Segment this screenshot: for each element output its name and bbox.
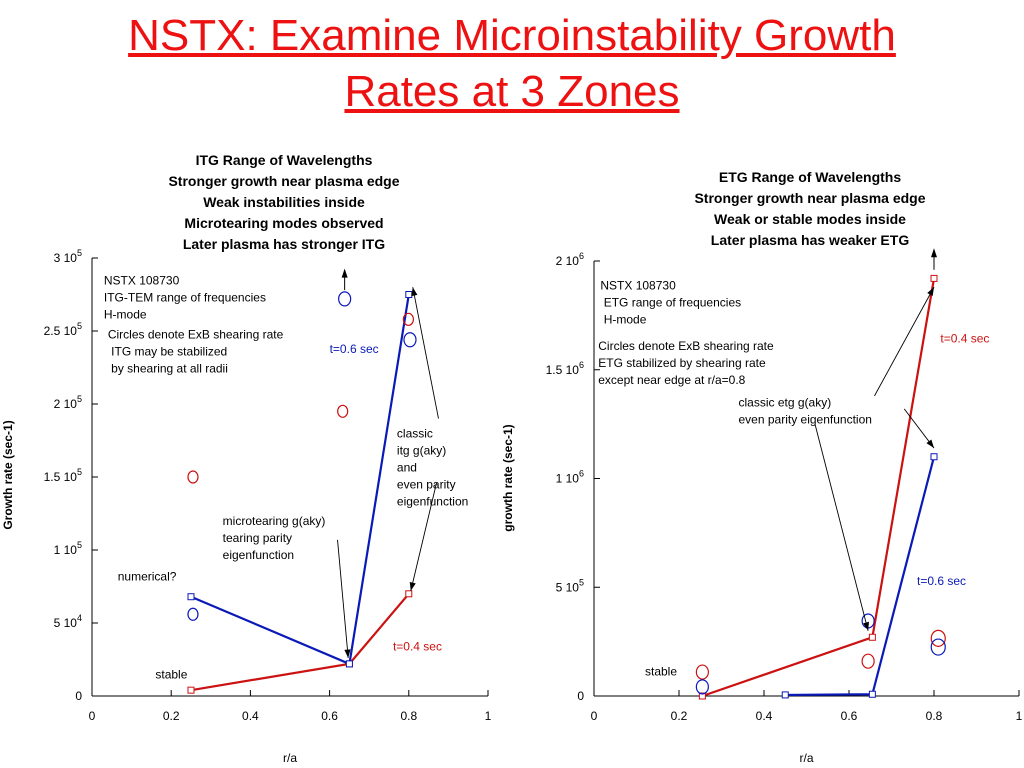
data-point-red bbox=[869, 634, 875, 640]
x-tick-label: 1 bbox=[485, 709, 492, 723]
x-tick-label: 0.2 bbox=[163, 709, 180, 723]
shearing-rate-circle-red bbox=[931, 630, 945, 646]
y-tick-label: 5 104 bbox=[54, 613, 82, 630]
offscale-arrowhead bbox=[931, 248, 937, 257]
chart-annotation: NSTX 108730 ITG-TEM range of frequencies H… bbox=[104, 273, 266, 321]
annotation-arrowhead bbox=[410, 582, 416, 591]
annotation-arrowhead bbox=[411, 287, 417, 296]
chart-annotation: t=0.6 sec bbox=[330, 342, 379, 356]
y-tick-label: 5 105 bbox=[556, 577, 584, 594]
x-tick-label: 0 bbox=[89, 709, 96, 723]
itg-growth-rate-chart: 0 0.2 0.4 0.6 0.8 1 0 5 104 1 105 1.5 105 2 105 2.5… bbox=[1, 248, 492, 765]
x-tick-label: 0.6 bbox=[841, 709, 858, 723]
shearing-rate-circle-blue bbox=[339, 292, 351, 306]
chart-annotation: microtearing g(aky) tearing parity eigenfu… bbox=[223, 514, 326, 562]
x-tick-label: 0.4 bbox=[756, 709, 773, 723]
chart-annotation: t=0.4 sec bbox=[393, 640, 442, 654]
data-point-blue bbox=[346, 661, 352, 667]
y-tick-label: 0 bbox=[577, 689, 584, 703]
x-axis-label: r/a bbox=[283, 751, 297, 765]
chart-annotation: NSTX 108730 ETG range of frequencies H-m… bbox=[600, 278, 741, 326]
y-axis-label: growth rate (sec-1) bbox=[501, 424, 515, 531]
y-axis-label: Growth rate (sec-1) bbox=[1, 420, 15, 529]
y-tick-label: 1.5 106 bbox=[546, 360, 584, 377]
data-point-red bbox=[406, 591, 412, 597]
y-tick-label: 1 105 bbox=[54, 540, 82, 557]
shearing-rate-circle-red bbox=[862, 654, 874, 668]
chart-annotation: classic etg g(aky) even parity eigenfunct… bbox=[739, 396, 872, 427]
data-point-red bbox=[188, 687, 194, 693]
shearing-rate-circle-blue bbox=[931, 639, 945, 655]
y-tick-label: 3 105 bbox=[54, 248, 82, 265]
x-tick-label: 1 bbox=[1016, 709, 1023, 723]
x-tick-label: 0.8 bbox=[926, 709, 943, 723]
y-tick-label: 1 106 bbox=[556, 469, 584, 486]
shearing-rate-circle-blue bbox=[696, 680, 708, 694]
annotation-arrow bbox=[875, 287, 935, 396]
data-point-blue bbox=[869, 691, 875, 697]
x-tick-label: 0.6 bbox=[321, 709, 338, 723]
x-tick-label: 0.4 bbox=[242, 709, 259, 723]
y-tick-label: 2 106 bbox=[556, 251, 584, 268]
y-tick-label: 0 bbox=[75, 689, 82, 703]
chart-annotation: stable bbox=[155, 667, 187, 681]
offscale-arrowhead bbox=[342, 269, 348, 278]
data-point-red bbox=[931, 275, 937, 281]
shearing-rate-circle-red bbox=[696, 665, 708, 679]
etg-growth-rate-chart: 0 0.2 0.4 0.6 0.8 1 0 5 105 1 106 1.5 106 2 106 r/a… bbox=[501, 248, 1023, 765]
chart-annotation: t=0.4 sec bbox=[940, 332, 989, 346]
annotation-arrow bbox=[815, 424, 868, 631]
shearing-rate-circle-blue bbox=[404, 333, 416, 347]
annotation-arrowhead bbox=[927, 287, 934, 296]
charts-canvas: 0 0.2 0.4 0.6 0.8 1 0 5 104 1 105 1.5 105 2 105 2.5… bbox=[0, 0, 1024, 768]
annotation-arrow bbox=[338, 540, 349, 658]
annotation-arrow bbox=[413, 287, 439, 418]
annotation-arrowhead bbox=[926, 439, 934, 448]
y-tick-label: 2.5 105 bbox=[44, 321, 82, 338]
chart-annotation: stable bbox=[645, 664, 677, 678]
shearing-rate-circle-blue bbox=[188, 608, 198, 620]
data-point-blue bbox=[782, 692, 788, 698]
shearing-rate-circle-red bbox=[188, 471, 198, 483]
chart-annotation: classic itg g(aky) and even parity eigenfunc… bbox=[397, 427, 468, 509]
shearing-rate-circle-red bbox=[338, 405, 348, 417]
data-point-blue bbox=[931, 454, 937, 460]
x-axis-label: r/a bbox=[799, 751, 813, 765]
data-point-blue bbox=[188, 594, 194, 600]
y-tick-label: 2 105 bbox=[54, 394, 82, 411]
x-tick-label: 0.8 bbox=[400, 709, 417, 723]
chart-annotation: Circles denote ExB shearing rate ITG may… bbox=[108, 327, 284, 375]
chart-annotation: Circles denote ExB shearing rate ETG stab… bbox=[598, 339, 774, 387]
y-tick-label: 1.5 105 bbox=[44, 467, 82, 484]
chart-annotation: t=0.6 sec bbox=[917, 574, 966, 588]
data-point-blue bbox=[406, 292, 412, 298]
x-tick-label: 0.2 bbox=[671, 709, 688, 723]
x-tick-label: 0 bbox=[591, 709, 598, 723]
chart-annotation: numerical? bbox=[118, 570, 177, 584]
